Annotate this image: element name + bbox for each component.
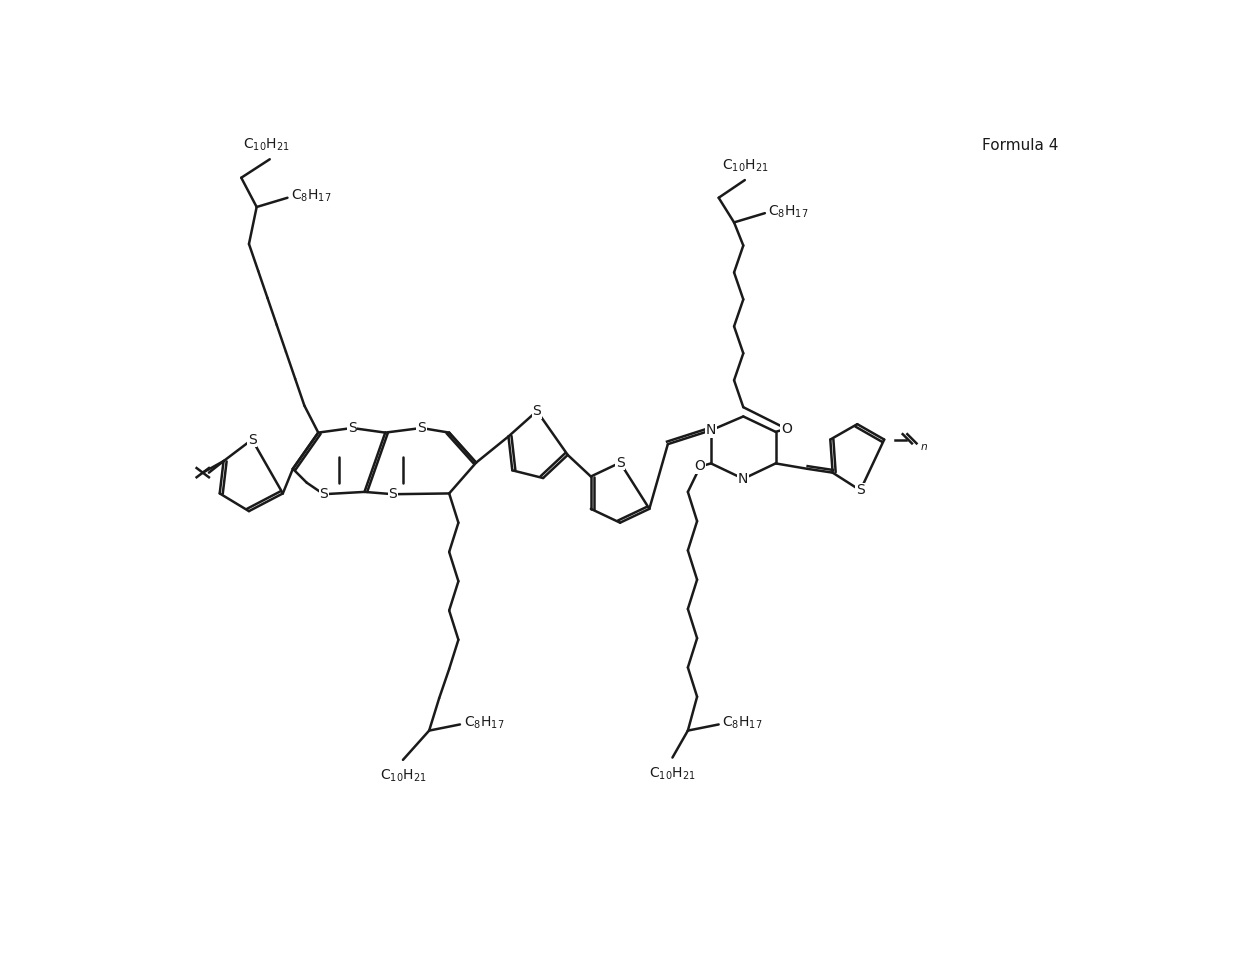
Text: O: O [781, 422, 792, 435]
Text: C$_8$H$_{17}$: C$_8$H$_{17}$ [722, 714, 763, 732]
Text: Formula 4: Formula 4 [982, 138, 1059, 153]
Text: N: N [738, 472, 749, 486]
Text: $_n$: $_n$ [920, 438, 928, 454]
Text: S: S [319, 487, 329, 501]
Text: S: S [417, 421, 425, 435]
Text: S: S [532, 404, 542, 418]
Text: N: N [706, 423, 717, 437]
Text: C$_8$H$_{17}$: C$_8$H$_{17}$ [768, 203, 808, 220]
Text: S: S [856, 483, 864, 498]
Text: C$_{10}$H$_{21}$: C$_{10}$H$_{21}$ [379, 768, 427, 784]
Text: S: S [616, 456, 625, 470]
Text: C$_8$H$_{17}$: C$_8$H$_{17}$ [291, 188, 332, 204]
Text: C$_{10}$H$_{21}$: C$_{10}$H$_{21}$ [650, 765, 696, 781]
Text: S: S [347, 421, 357, 435]
Text: O: O [694, 459, 706, 474]
Text: S: S [388, 487, 397, 501]
Text: C$_{10}$H$_{21}$: C$_{10}$H$_{21}$ [243, 137, 289, 153]
Text: S: S [248, 433, 257, 447]
Text: C$_{10}$H$_{21}$: C$_{10}$H$_{21}$ [722, 158, 768, 174]
Text: C$_8$H$_{17}$: C$_8$H$_{17}$ [464, 714, 505, 732]
